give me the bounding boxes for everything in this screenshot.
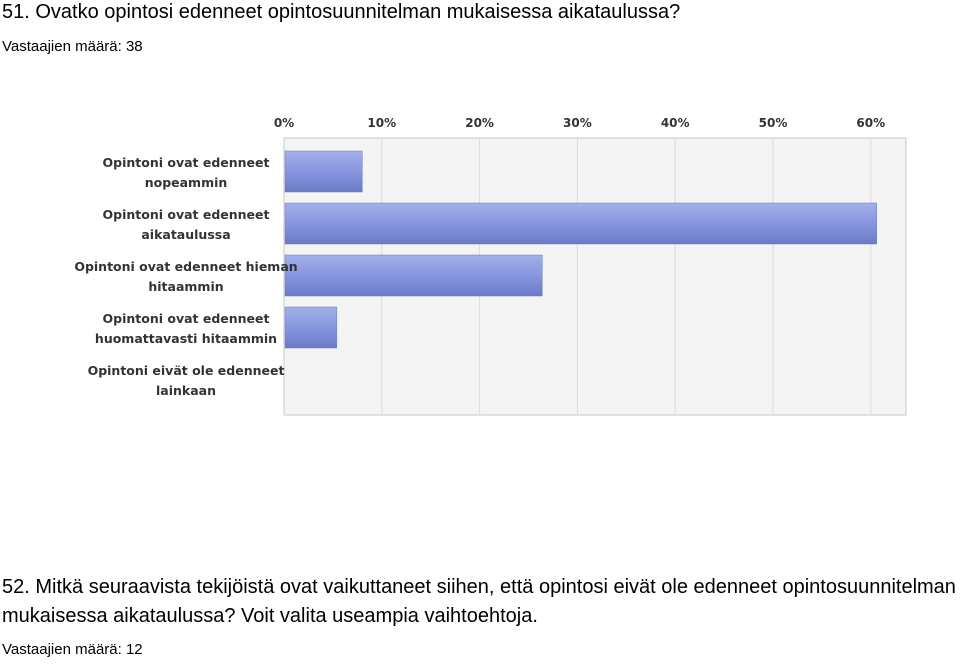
x-tick-label: 60% — [856, 116, 885, 130]
category-label: Opintoni ovat edenneet — [103, 155, 270, 170]
question-51-respondent-count: Vastaajien määrä: 38 — [2, 38, 143, 55]
x-tick-label: 30% — [563, 116, 592, 130]
category-label: lainkaan — [156, 383, 216, 398]
category-label: Opintoni ovat edenneet — [103, 311, 270, 326]
category-label: Opintoni eivät ole edenneet — [88, 363, 285, 378]
question-51-title: 51. Ovatko opintosi edenneet opintosuunn… — [2, 1, 681, 23]
bar — [284, 150, 363, 193]
x-tick-label: 50% — [759, 116, 788, 130]
x-tick-label: 40% — [661, 116, 690, 130]
x-tick-label: 10% — [367, 116, 396, 130]
x-tick-label: 20% — [465, 116, 494, 130]
question-52-title: 52. Mitkä seuraavista tekijöistä ovat va… — [2, 576, 956, 627]
bar — [284, 306, 338, 349]
bar-chart: 0% 10% 20% 30% 40% 50% 60% Opintoni ovat edenn… — [74, 116, 907, 416]
category-label: Opintoni ovat edenneet hieman — [74, 259, 297, 274]
bar — [284, 254, 543, 297]
question-52-respondent-count: Vastaajien määrä: 12 — [2, 641, 143, 658]
category-label: huomattavasti hitaammin — [95, 331, 277, 346]
bar — [284, 202, 877, 245]
category-label: hitaammin — [148, 279, 223, 294]
category-label: Opintoni ovat edenneet — [103, 207, 270, 222]
category-label: nopeammin — [145, 175, 228, 190]
x-tick-label: 0% — [274, 116, 294, 130]
category-label: aikataulussa — [141, 227, 230, 242]
